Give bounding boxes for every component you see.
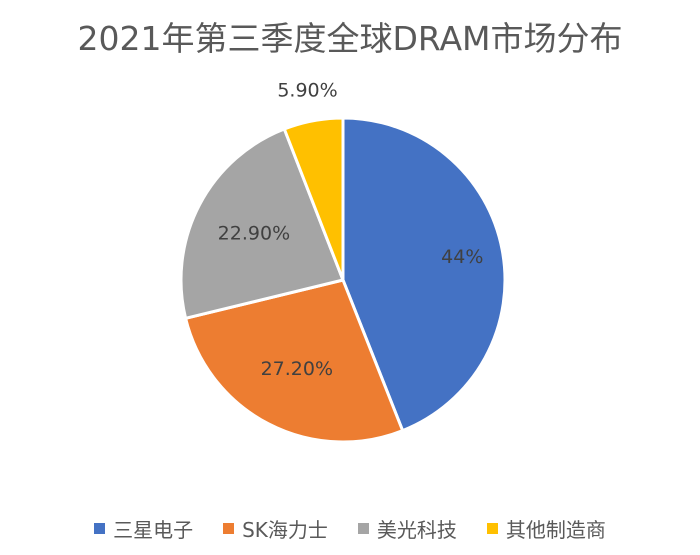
data-label-others: 5.90% (277, 80, 337, 102)
data-label-samsung: 44% (441, 246, 483, 268)
legend-label-samsung: 三星电子 (113, 518, 194, 542)
data-label-micron: 22.90% (218, 223, 290, 245)
legend-swatch-others (486, 523, 498, 534)
legend-swatch-samsung (94, 523, 106, 534)
legend-item-samsung: 三星电子 (94, 514, 193, 543)
legend-label-others: 其他制造商 (505, 518, 606, 542)
chart-title: 2021年第三季度全球DRAM市场分布 (77, 19, 623, 58)
legend-item-micron: 美光科技 (357, 514, 457, 543)
pie-slice-others (282, 116, 345, 282)
legend-item-others: 其他制造商 (486, 514, 606, 543)
legend-item-skhynix: SK海力士 (223, 514, 328, 543)
pie-slice-samsung (341, 116, 507, 433)
legend-label-micron: 美光科技 (376, 518, 457, 542)
data-label-skhynix: 27.20% (261, 358, 333, 380)
legend-label-skhynix: SK海力士 (242, 518, 328, 542)
legend-swatch-micron (357, 523, 369, 534)
pie-slice-skhynix (184, 278, 405, 444)
legend-swatch-skhynix (223, 523, 235, 534)
chart-legend: 三星电子 SK海力士 美光科技 其他制造商 (0, 514, 700, 543)
